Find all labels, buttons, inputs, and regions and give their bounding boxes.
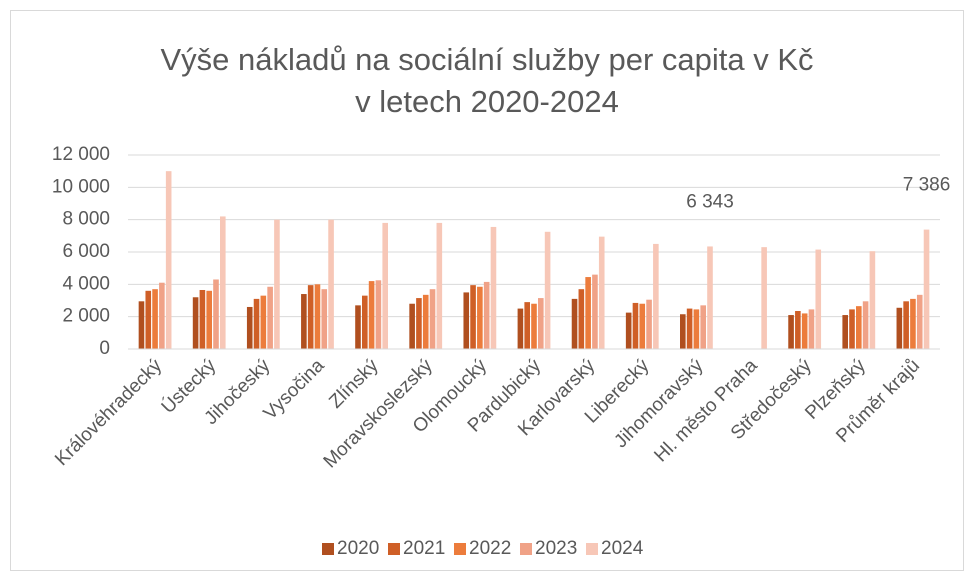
bar [585, 277, 591, 349]
data-label: 7 386 [903, 175, 951, 196]
bar [145, 290, 152, 349]
bar [923, 229, 930, 349]
bar [159, 282, 165, 349]
bar [138, 301, 145, 349]
bar [314, 284, 321, 349]
bar [700, 305, 706, 349]
bar [849, 309, 855, 349]
bar [598, 236, 605, 349]
bar [267, 286, 273, 349]
bar [213, 279, 219, 349]
bar [625, 312, 632, 349]
bar [362, 295, 368, 349]
bar [646, 299, 652, 349]
y-tick-label: 6 000 [62, 241, 110, 262]
bar [632, 302, 639, 349]
bar [788, 315, 794, 349]
y-tick-label: 12 000 [52, 144, 110, 165]
bar [328, 219, 334, 349]
legend-swatch [586, 543, 598, 555]
bar [192, 297, 199, 349]
bar [639, 303, 646, 349]
bar [680, 314, 686, 349]
bar [910, 298, 916, 349]
bar [653, 243, 659, 349]
bar [253, 298, 260, 349]
bar [490, 226, 497, 349]
bar [429, 289, 436, 349]
legend-label: 2021 [403, 538, 445, 559]
bar [409, 303, 415, 349]
legend-swatch [388, 543, 400, 555]
bar [165, 171, 172, 349]
bar [808, 309, 815, 349]
legend-label: 2024 [601, 538, 644, 559]
bar [355, 305, 361, 349]
bar [801, 313, 808, 349]
bar [368, 281, 375, 349]
bar [707, 246, 713, 349]
bar [592, 274, 598, 349]
bar [199, 289, 206, 349]
bar [477, 286, 483, 349]
bar [416, 298, 422, 349]
bar [856, 306, 862, 349]
bar [815, 249, 822, 349]
bar [795, 311, 801, 349]
bar [903, 301, 909, 349]
bar [693, 309, 700, 349]
chart-title: Výše nákladů na sociální služby per capi… [160, 42, 813, 77]
legend-swatch [322, 543, 334, 555]
bar [246, 306, 253, 349]
bar [470, 285, 476, 349]
bar [422, 294, 429, 349]
y-tick-label: 10 000 [52, 176, 110, 197]
y-tick-label: 2 000 [62, 306, 110, 327]
chart-subtitle: v letech 2020-2024 [355, 84, 619, 119]
bar [842, 315, 848, 349]
bar [206, 290, 212, 349]
y-tick-label: 8 000 [62, 209, 110, 230]
bar [274, 219, 280, 349]
bar [307, 285, 314, 349]
bar [260, 295, 267, 349]
bar [463, 292, 470, 349]
legend-swatch [520, 543, 532, 555]
y-tick-label: 0 [99, 338, 110, 359]
bar [375, 280, 382, 349]
bar [382, 222, 388, 349]
bar [152, 289, 158, 349]
bar [538, 298, 544, 349]
bar [869, 251, 876, 349]
bar [220, 216, 226, 349]
bar [896, 307, 903, 349]
bar [517, 308, 524, 349]
bar [578, 289, 585, 349]
y-tick-label: 4 000 [62, 273, 110, 294]
bar [483, 281, 490, 349]
bar [761, 247, 767, 349]
bar [531, 303, 537, 349]
data-label: 6 343 [686, 191, 734, 212]
bar [916, 294, 923, 349]
bar [321, 289, 328, 349]
bar [544, 231, 551, 349]
legend-label: 2022 [469, 538, 511, 559]
bar [862, 301, 869, 349]
bar [301, 294, 307, 349]
legend-swatch [454, 543, 466, 555]
bar [436, 222, 443, 349]
bar [571, 298, 578, 349]
legend-label: 2023 [535, 538, 577, 559]
bar [524, 302, 530, 349]
bar [686, 308, 693, 349]
legend-label: 2020 [337, 538, 379, 559]
